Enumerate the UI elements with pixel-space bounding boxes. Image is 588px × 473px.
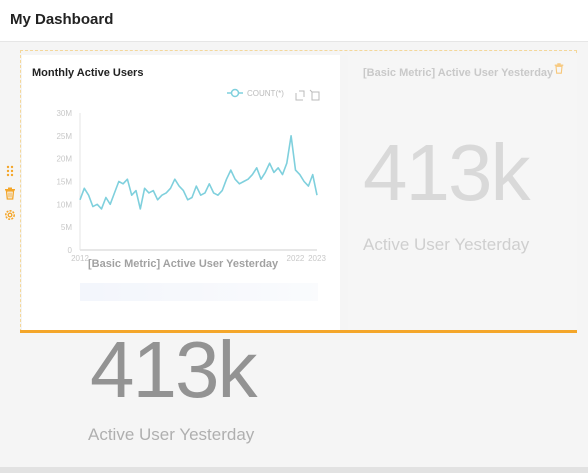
x-tick-label: 2022 xyxy=(287,254,305,263)
chart-legend: COUNT(*) xyxy=(227,88,284,98)
zoom-icon[interactable] xyxy=(295,90,305,101)
gear-icon[interactable] xyxy=(3,208,17,222)
chart-card-monthly-active-users[interactable]: Monthly Active Users COUNT(*) 30M 25M 20M 1… xyxy=(22,55,340,331)
drag-preview-metric-card: [Basic Metric] Active User Yesterday 413… xyxy=(78,250,318,473)
metric-value: 413k xyxy=(363,128,530,217)
chart-title: Monthly Active Users xyxy=(32,67,144,79)
drop-indicator xyxy=(20,330,577,333)
metric-title: [Basic Metric] Active User Yesterday xyxy=(363,67,554,79)
y-tick-label: 0 xyxy=(68,246,73,255)
trash-icon[interactable] xyxy=(3,186,17,200)
drag-handle-icon[interactable] xyxy=(3,164,17,178)
page-title: My Dashboard xyxy=(10,11,114,28)
chart-series xyxy=(79,135,318,210)
dashboard-header: My Dashboard xyxy=(0,0,588,42)
y-tick-label: 5M xyxy=(61,223,72,232)
y-tick-label: 15M xyxy=(56,178,72,187)
x-tick-label: 2012 xyxy=(71,254,89,263)
drag-preview-title: [Basic Metric] Active User Yesterday xyxy=(88,258,279,270)
metric-subheader: Active User Yesterday xyxy=(363,235,530,254)
y-tick-label: 20M xyxy=(56,155,72,164)
metric-card-active-user-yesterday[interactable]: [Basic Metric] Active User Yesterday 413… xyxy=(348,55,577,331)
zoom-reset-icon[interactable] xyxy=(309,89,320,101)
chart-toolbox[interactable] xyxy=(295,89,320,101)
drag-preview-subheader: Active User Yesterday xyxy=(88,425,255,444)
drag-preview-value: 413k xyxy=(90,325,257,414)
y-tick-label: 25M xyxy=(56,132,72,141)
y-tick-label: 30M xyxy=(56,109,72,118)
x-tick-label: 2023 xyxy=(308,254,326,263)
bottom-scroll-area xyxy=(0,467,588,473)
y-tick-label: 10M xyxy=(56,200,72,209)
drag-preview-bar xyxy=(80,283,318,301)
legend-label: COUNT(*) xyxy=(247,89,284,98)
row-controls xyxy=(3,164,17,230)
series-line-count xyxy=(79,135,318,210)
chart-axes xyxy=(79,113,317,251)
card-trash-icon[interactable] xyxy=(553,62,565,74)
legend-circle-marker xyxy=(230,88,240,98)
